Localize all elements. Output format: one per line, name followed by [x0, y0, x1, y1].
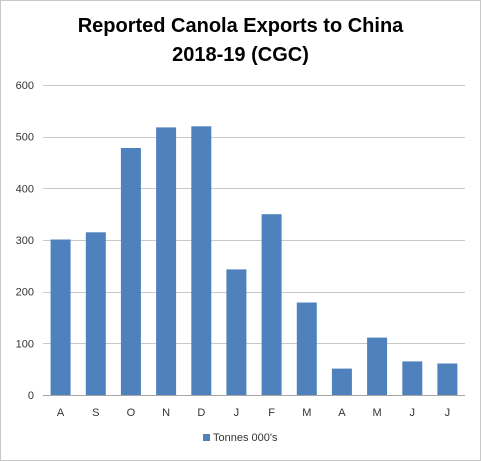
x-category-label: M: [373, 407, 382, 419]
bar: [226, 269, 247, 395]
legend: Tonnes 000's: [203, 432, 278, 444]
x-category-label: J: [234, 407, 240, 419]
bar: [120, 148, 141, 395]
x-category-label: D: [197, 407, 205, 419]
bar: [331, 368, 352, 395]
bar: [50, 239, 71, 395]
bar: [402, 361, 423, 395]
chart-title-line-1: Reported Canola Exports to China: [77, 15, 404, 37]
bar: [296, 302, 317, 395]
chart-title-line-2: 2018-19 (CGC): [172, 44, 309, 66]
y-axis-tick-labels: 0 100 200 300 400 500 600: [16, 80, 34, 402]
x-category-label: J: [445, 407, 451, 419]
x-category-label: O: [127, 407, 136, 419]
bar: [261, 214, 282, 395]
x-category-label: M: [302, 407, 311, 419]
y-tick-label: 200: [16, 287, 34, 299]
y-tick-label: 600: [16, 80, 34, 92]
y-tick-label: 500: [16, 132, 34, 144]
x-category-label: J: [410, 407, 416, 419]
y-tick-label: 400: [16, 183, 34, 195]
legend-swatch: [203, 434, 210, 441]
bar: [85, 232, 106, 396]
x-category-label: F: [268, 407, 275, 419]
x-category-label: N: [162, 407, 170, 419]
bar: [437, 363, 458, 395]
gridlines: [43, 85, 465, 396]
y-tick-label: 0: [28, 390, 34, 402]
x-category-label: A: [57, 407, 65, 419]
x-category-label: A: [338, 407, 346, 419]
bar: [156, 127, 177, 396]
bar-series: [50, 126, 458, 396]
legend-label: Tonnes 000's: [213, 432, 278, 444]
y-tick-label: 100: [16, 338, 34, 350]
bar: [191, 126, 212, 396]
chart-title: Reported Canola Exports to China 2018-19…: [0, 12, 481, 70]
bar: [367, 337, 388, 395]
x-category-label: S: [92, 407, 99, 419]
y-tick-label: 300: [16, 235, 34, 247]
